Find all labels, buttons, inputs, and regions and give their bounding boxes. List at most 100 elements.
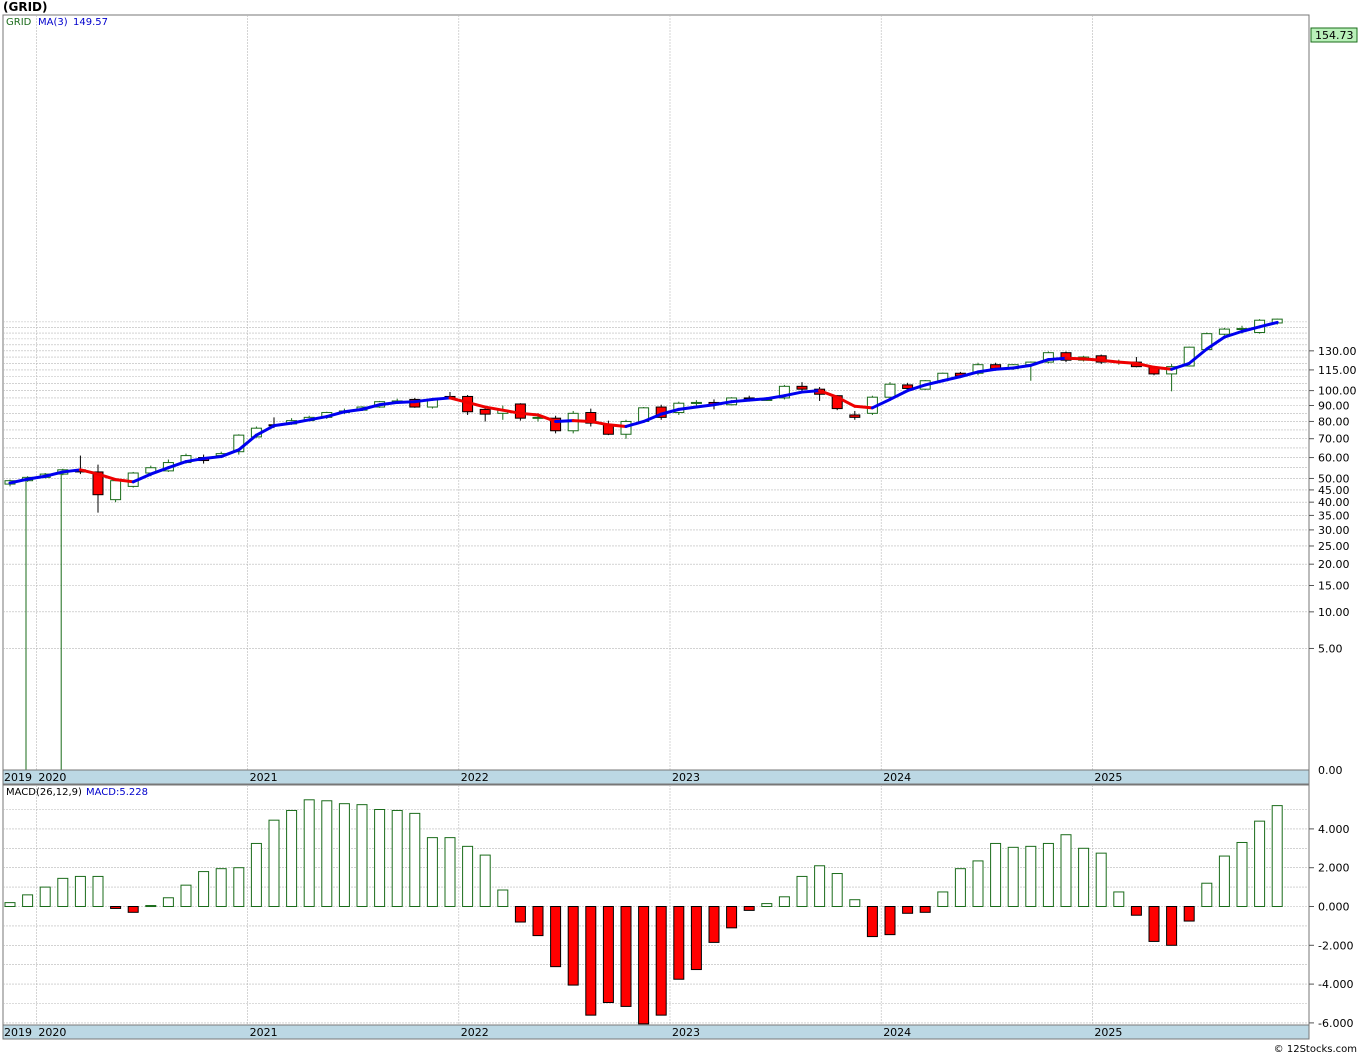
macd-bar xyxy=(778,896,790,907)
moving-average-line xyxy=(8,320,1279,485)
macd-bar xyxy=(198,871,210,908)
candle-body xyxy=(479,408,491,415)
macd-bar xyxy=(338,803,350,907)
macd-bar xyxy=(145,905,157,908)
macd-bar xyxy=(990,842,1002,908)
macd-bar xyxy=(902,906,914,914)
macd-bars xyxy=(4,799,1283,1025)
macd-x-axis-band xyxy=(2,1024,1310,1040)
price-x-axis-labels: 2019 2020 2021 2022 2023 2024 2025 xyxy=(4,771,1122,784)
macd-bar xyxy=(937,891,949,908)
moving-average-segment xyxy=(976,367,998,374)
price-y-tick-label: 60.00 xyxy=(1318,452,1350,465)
moving-average-segment xyxy=(554,419,575,423)
candle-body xyxy=(92,471,104,496)
macd-bar xyxy=(1113,891,1125,908)
macd-x-axis-year-label: 2020 xyxy=(38,1026,66,1039)
price-panel-frame xyxy=(2,14,1310,771)
moving-average-segment xyxy=(307,415,329,422)
moving-average-segment xyxy=(1011,363,1033,370)
price-y-zero-label: 0.00 xyxy=(1318,764,1343,777)
macd-bar xyxy=(708,906,720,943)
macd-y-tick-label: 0.000 xyxy=(1318,901,1350,914)
macd-bar xyxy=(57,877,69,907)
macd-x-axis-year-label: 2023 xyxy=(672,1026,700,1039)
macd-bar xyxy=(92,875,104,907)
candle-body xyxy=(849,414,861,418)
candle-body xyxy=(1060,352,1072,361)
macd-bar xyxy=(726,906,738,929)
legend-symbol: GRID xyxy=(6,17,32,28)
macd-y-tick-label: -4.000 xyxy=(1318,978,1353,991)
price-y-axis: 130.00 115.00 100.00 90.00 80.00 70.00 60.00 50… xyxy=(1309,345,1357,777)
macd-y-tick-label: 4.000 xyxy=(1318,823,1350,836)
macd-bar xyxy=(550,906,562,968)
candle-body xyxy=(884,383,896,398)
candle-body xyxy=(585,412,597,424)
moving-average-segment xyxy=(1099,358,1121,364)
macd-bar xyxy=(1095,852,1107,908)
price-y-tick-label: 5.00 xyxy=(1318,642,1343,655)
moving-average-segment xyxy=(606,423,628,428)
moving-average-segment xyxy=(1152,365,1174,371)
moving-average-segment xyxy=(1046,356,1068,362)
macd-bar xyxy=(233,867,245,908)
moving-average-segment xyxy=(430,396,452,401)
copyright-text: © 12Stocks.com xyxy=(1274,1044,1357,1055)
x-axis-year-label: 2019 xyxy=(4,771,32,784)
candle-body xyxy=(1042,352,1054,363)
macd-bar xyxy=(1078,847,1090,907)
macd-x-axis-year-label: 2022 xyxy=(461,1026,489,1039)
moving-average-segment xyxy=(941,375,962,383)
macd-bar xyxy=(409,812,421,908)
price-y-tick-label: 30.00 xyxy=(1318,524,1350,537)
candle xyxy=(585,408,597,427)
macd-bar xyxy=(1025,845,1037,907)
last-price-label: 154.73 xyxy=(1315,29,1354,42)
candle-body xyxy=(514,403,526,419)
moving-average-segment xyxy=(501,408,522,415)
chart-title: (GRID) xyxy=(3,0,47,14)
candle xyxy=(849,410,861,420)
macd-bar xyxy=(620,906,632,1007)
moving-average-segment xyxy=(571,419,593,423)
macd-bar xyxy=(22,894,34,907)
price-y-tick-label: 50.00 xyxy=(1318,472,1350,485)
macd-bar xyxy=(268,819,280,907)
moving-average-segment xyxy=(61,468,82,474)
candle xyxy=(884,382,896,398)
candle-body xyxy=(1218,328,1230,335)
moving-average-segment xyxy=(254,424,276,437)
moving-average-segment xyxy=(958,370,980,379)
macd-bar xyxy=(655,906,667,1016)
macd-year-gridlines xyxy=(36,785,1093,1025)
moving-average-segment xyxy=(1240,325,1262,333)
macd-bar xyxy=(796,875,808,907)
candle-body xyxy=(902,384,914,389)
macd-bar xyxy=(4,902,16,907)
moving-average-segment xyxy=(483,405,505,412)
candle-body xyxy=(690,401,702,404)
macd-bar xyxy=(479,854,491,908)
macd-bar xyxy=(743,906,755,911)
moving-average-segment xyxy=(166,460,188,470)
macd-bar xyxy=(585,906,597,1016)
macd-bar xyxy=(286,809,298,907)
moving-average-segment xyxy=(835,395,857,408)
macd-x-axis-year-label: 2024 xyxy=(883,1026,911,1039)
macd-bar xyxy=(866,906,878,938)
moving-average-segment xyxy=(747,397,769,402)
macd-bar xyxy=(814,865,826,908)
moving-average-segment xyxy=(78,468,100,476)
moving-average-segment xyxy=(360,403,382,411)
moving-average-segment xyxy=(677,405,698,411)
macd-bar xyxy=(514,906,526,923)
moving-average-segment xyxy=(114,478,135,484)
moving-average-segment xyxy=(466,400,487,409)
moving-average-segment xyxy=(694,403,716,409)
candle-body xyxy=(796,385,808,390)
moving-average-segment xyxy=(1117,360,1138,365)
macd-bar xyxy=(1130,906,1142,916)
macd-bar xyxy=(690,906,702,971)
